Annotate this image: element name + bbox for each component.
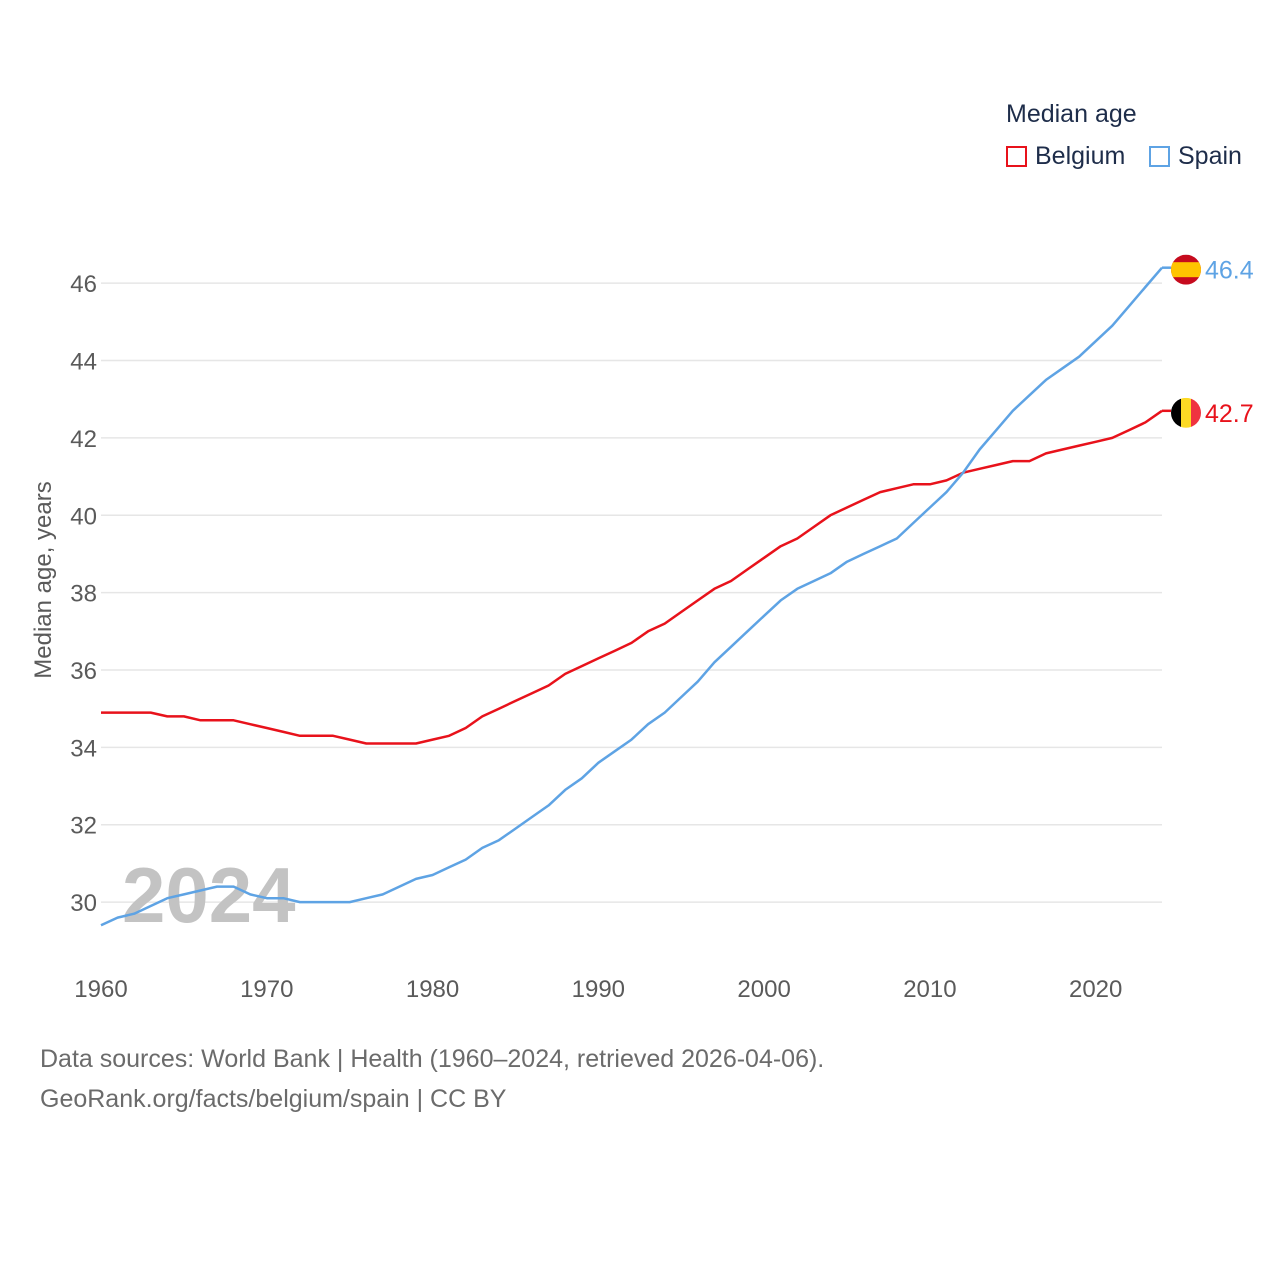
y-tick-46: 46: [70, 271, 97, 298]
legend-label-belgium: Belgium: [1035, 142, 1126, 170]
flag-stripe-red: [1191, 397, 1201, 428]
x-tick-1980: 1980: [406, 976, 459, 1003]
y-tick-32: 32: [70, 813, 97, 840]
grid-lines: [101, 282, 1162, 903]
footer-sources: Data sources: World Bank | Health (1960–…: [40, 1045, 825, 1073]
y-axis-ticks: 30 32 34 36 38 40 42 44 46: [70, 271, 97, 917]
series-line-belgium[interactable]: [101, 409, 1163, 745]
footer-attribution[interactable]: GeoRank.org/facts/belgium/spain | CC BY: [40, 1085, 507, 1113]
x-tick-2010: 2010: [903, 976, 956, 1003]
x-tick-1990: 1990: [572, 976, 625, 1003]
y-tick-34: 34: [70, 735, 97, 762]
y-axis-label: Median age, years: [30, 481, 57, 678]
y-tick-30: 30: [70, 890, 97, 917]
legend-swatch-belgium: [1006, 146, 1027, 167]
x-tick-1970: 1970: [240, 976, 293, 1003]
flag-band-yellow: [1171, 262, 1201, 278]
x-tick-2020: 2020: [1069, 976, 1122, 1003]
x-axis-ticks: 1960 1970 1980 1990 2000 2010 2020: [74, 976, 1122, 1003]
belgium-flag-icon: [1171, 397, 1201, 428]
legend-label-spain: Spain: [1178, 142, 1242, 170]
y-tick-44: 44: [70, 349, 97, 376]
x-tick-2000: 2000: [737, 976, 790, 1003]
legend-item-belgium[interactable]: Belgium: [1006, 142, 1125, 171]
legend-title: Median age: [1006, 100, 1137, 128]
y-tick-36: 36: [70, 658, 97, 685]
spain-flag-icon: [1171, 254, 1201, 285]
y-tick-38: 38: [70, 581, 97, 608]
series-line-spain[interactable]: [100, 266, 1163, 927]
legend-item-spain[interactable]: Spain: [1149, 142, 1242, 171]
legend-swatch-spain: [1149, 146, 1170, 167]
end-markers: 42.7 46.4: [1162, 254, 1254, 428]
end-label-spain: 46.4: [1205, 257, 1254, 285]
y-tick-42: 42: [70, 426, 97, 453]
x-tick-1960: 1960: [74, 976, 127, 1003]
end-label-belgium: 42.7: [1205, 400, 1254, 428]
flag-stripe-black: [1171, 397, 1181, 428]
series-lines: [100, 266, 1163, 927]
flag-stripe-yellow: [1181, 397, 1191, 428]
y-tick-40: 40: [70, 503, 97, 530]
year-watermark: 2024: [122, 851, 296, 939]
